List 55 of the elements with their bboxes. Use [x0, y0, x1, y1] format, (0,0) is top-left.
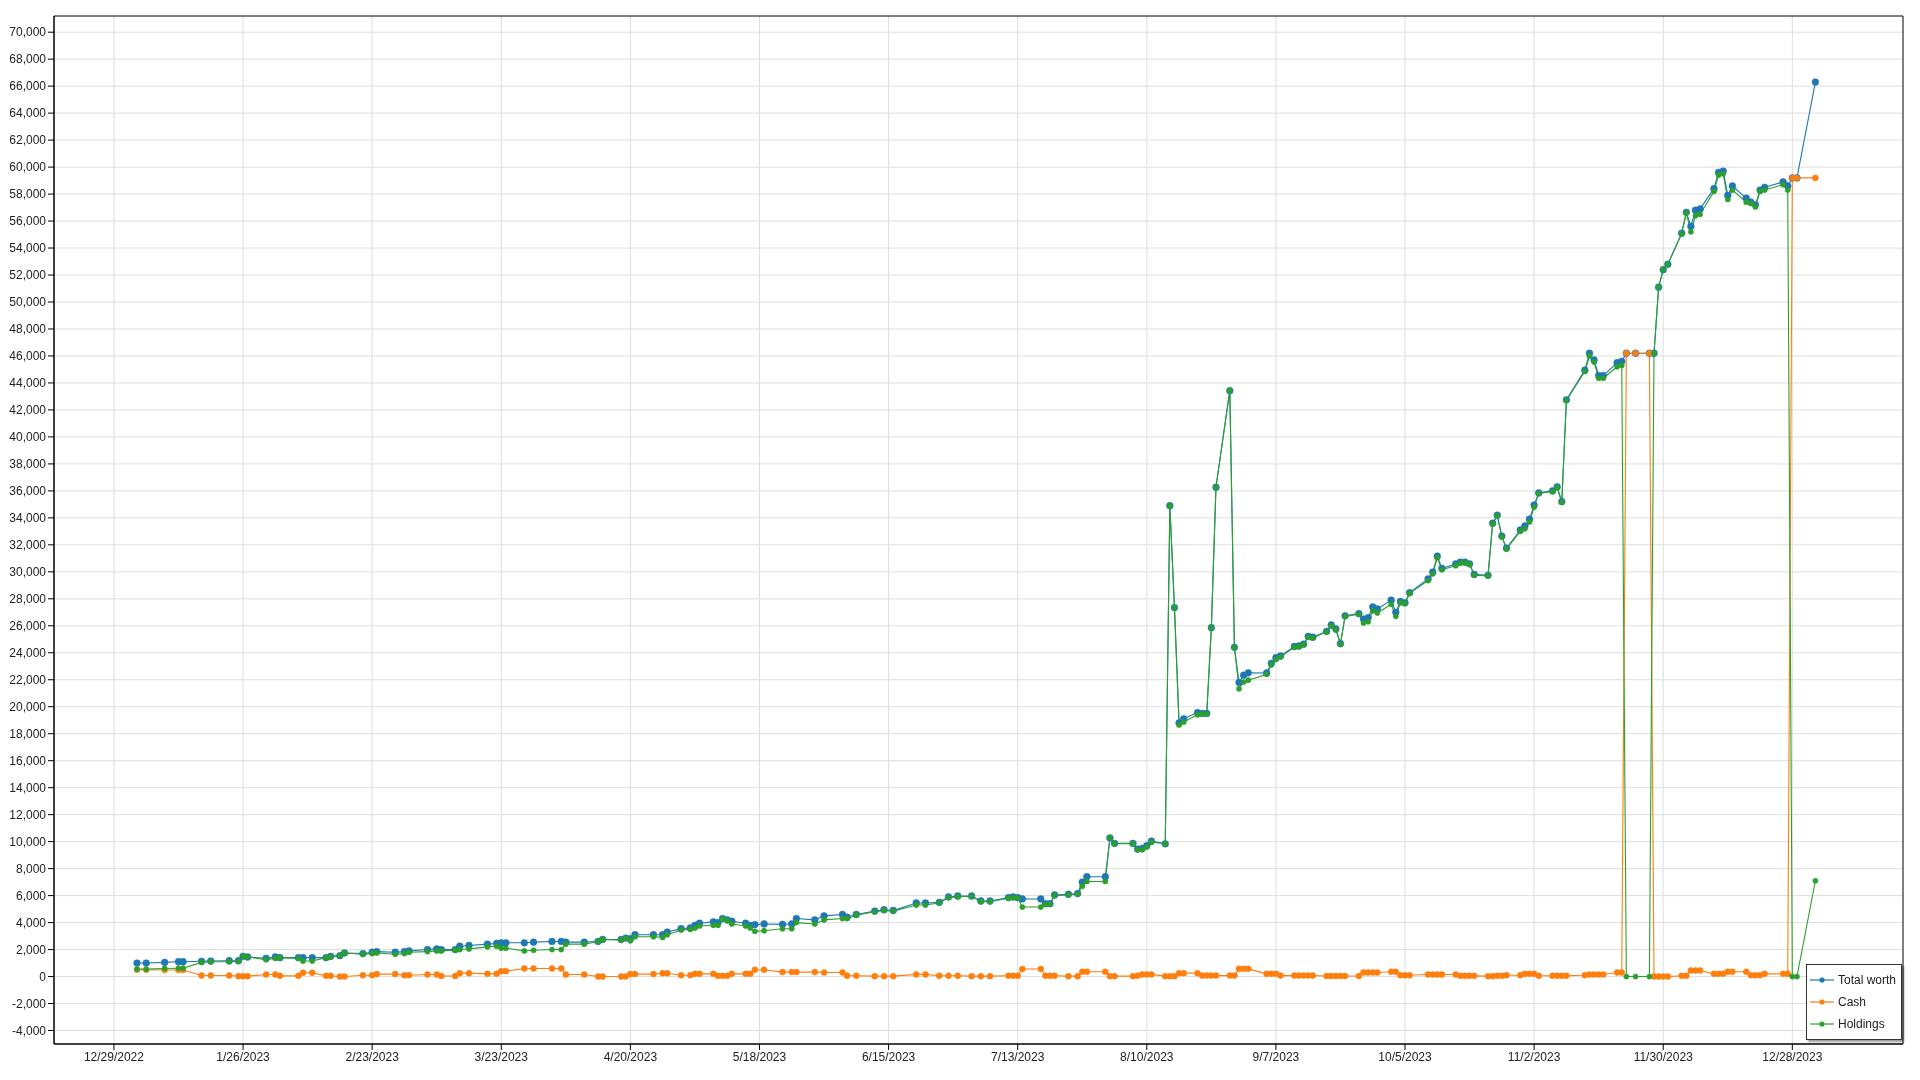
- y-tick-label: 22,000: [9, 673, 47, 688]
- y-tick-label: 2,000: [15, 942, 47, 957]
- y-tick-label: 58,000: [9, 187, 47, 202]
- y-tick-label: 26,000: [9, 619, 47, 634]
- y-tick-label: 66,000: [9, 79, 47, 94]
- x-tick-label: 1/26/2023: [216, 1049, 271, 1064]
- y-tick-label: 4,000: [15, 915, 47, 930]
- y-tick-label: 20,000: [9, 699, 47, 714]
- x-tick-label: 9/7/2023: [1252, 1049, 1300, 1064]
- y-tick-label: 36,000: [9, 484, 47, 499]
- x-tick-label: 8/10/2023: [1120, 1049, 1174, 1064]
- y-tick-label: 56,000: [9, 214, 47, 229]
- x-tick-label: 11/2/2023: [1507, 1049, 1561, 1064]
- y-tick-label: 38,000: [9, 457, 47, 472]
- y-tick-label: 48,000: [9, 322, 47, 337]
- y-tick-label: 24,000: [9, 646, 47, 661]
- y-tick-label: 52,000: [9, 268, 47, 283]
- legend-label: Total worth: [1837, 973, 1896, 987]
- legend-label: Cash: [1837, 995, 1866, 1009]
- x-tick-label: 4/20/2023: [603, 1049, 658, 1064]
- y-tick-label: 0: [39, 969, 47, 984]
- y-tick-label: -2,000: [11, 996, 47, 1011]
- y-tick-label: 68,000: [9, 52, 47, 67]
- y-tick-label: 16,000: [9, 753, 47, 768]
- y-tick-label: 44,000: [9, 376, 47, 391]
- y-tick-label: 42,000: [9, 403, 47, 418]
- y-tick-label: 46,000: [9, 349, 47, 364]
- y-tick-label: 32,000: [9, 538, 47, 553]
- x-tick-label: 12/28/2023: [1762, 1049, 1823, 1064]
- x-tick-label: 5/18/2023: [732, 1049, 787, 1064]
- y-tick-label: 8,000: [15, 861, 47, 876]
- y-tick-label: 28,000: [9, 592, 47, 607]
- x-tick-label: 2/23/2023: [345, 1049, 400, 1064]
- y-tick-label: -4,000: [11, 1023, 47, 1038]
- y-tick-label: 70,000: [9, 25, 47, 40]
- y-tick-label: 34,000: [9, 511, 47, 526]
- y-tick-label: 64,000: [9, 106, 47, 121]
- y-tick-label: 60,000: [9, 160, 47, 175]
- y-tick-label: 62,000: [9, 133, 47, 148]
- x-tick-label: 11/30/2023: [1633, 1049, 1694, 1064]
- x-tick-label: 6/15/2023: [861, 1049, 916, 1064]
- x-tick-label: 7/13/2023: [991, 1049, 1045, 1064]
- y-tick-label: 18,000: [9, 726, 47, 741]
- y-tick-label: 50,000: [9, 295, 47, 310]
- x-tick-label: 12/29/2022: [83, 1049, 145, 1064]
- legend-label: Holdings: [1837, 1017, 1885, 1031]
- y-tick-label: 54,000: [9, 241, 47, 256]
- y-tick-label: 6,000: [15, 888, 47, 903]
- y-tick-label: 40,000: [9, 430, 47, 445]
- y-tick-label: 12,000: [9, 807, 47, 822]
- y-tick-label: 10,000: [9, 834, 47, 849]
- y-tick-label: 30,000: [9, 565, 47, 580]
- y-tick-label: 14,000: [9, 780, 47, 795]
- x-tick-label: 3/23/2023: [474, 1049, 529, 1064]
- x-tick-label: 10/5/2023: [1378, 1049, 1433, 1064]
